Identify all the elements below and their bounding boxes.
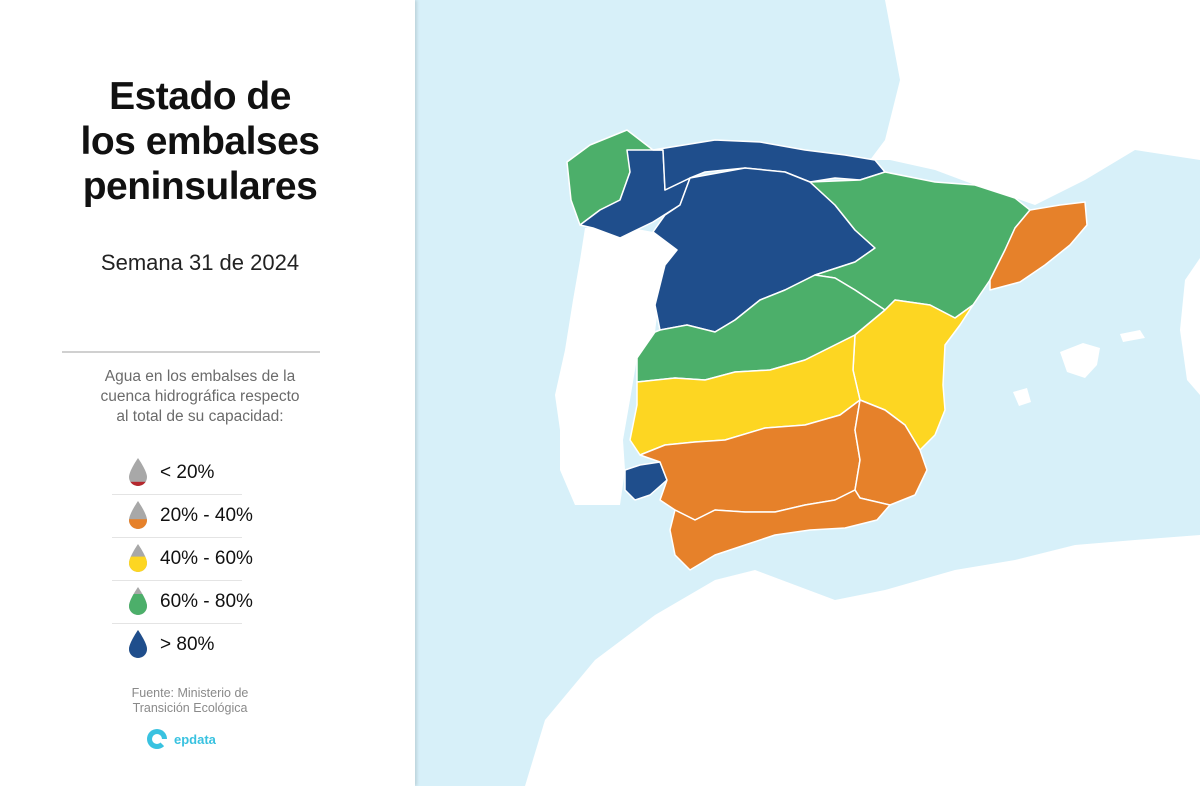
epdata-logo-icon [147, 729, 167, 749]
region-cuenca-mediterranea-andaluza[interactable] [669, 489, 891, 571]
legend-label: 20% - 40% [160, 505, 253, 526]
legend-item: > 80% [112, 624, 242, 666]
region-cantabrico[interactable] [652, 139, 886, 191]
title-line-2: los embalses [80, 120, 320, 163]
legend-description-line: al total de su capacidad: [116, 408, 284, 425]
legend: < 20% 20% - 40% 40% - 60% 60% - 80% > 80% [112, 452, 253, 666]
source-line: Fuente: Ministerio de [131, 686, 249, 700]
region-cuencas-internas-cataluna[interactable] [989, 201, 1088, 291]
sardinia-land [1180, 258, 1200, 395]
reservoir-basins [566, 129, 1088, 571]
water-drop-icon [129, 458, 147, 486]
legend-item: < 20% [112, 452, 242, 495]
water-drop-icon [129, 501, 147, 529]
legend-item: 60% - 80% [112, 581, 253, 624]
page-title: Estado de los embalses peninsulares [0, 74, 400, 209]
legend-label: < 20% [160, 462, 215, 483]
source-note: Fuente: Ministerio de Transición Ecológi… [60, 686, 320, 716]
water-drop-icon [129, 630, 147, 658]
water-drop-icon [129, 544, 147, 572]
ibiza-land [1013, 388, 1031, 406]
water-drop-icon [129, 587, 147, 615]
divider [62, 351, 320, 353]
page-subtitle: Semana 31 de 2024 [100, 250, 300, 275]
legend-item: 40% - 60% [112, 538, 253, 581]
brand-logo: epdata [146, 728, 216, 752]
portugal-land [555, 225, 677, 505]
legend-label: 60% - 80% [160, 591, 253, 612]
region-segura[interactable] [854, 399, 928, 506]
source-line: Transición Ecológica [132, 701, 248, 715]
legend-description-line: cuenca hidrográfica respecto [100, 388, 300, 405]
france-land [870, 0, 1200, 205]
title-line-3: peninsulares [82, 165, 318, 208]
legend-description: Agua en los embalses de la cuenca hidrog… [60, 367, 340, 427]
map [415, 0, 1200, 786]
brand-name: epdata [174, 732, 216, 747]
title-line-1: Estado de [109, 75, 291, 118]
sidebar-panel: Estado de los embalses peninsulares Sema… [0, 0, 415, 786]
legend-description-line: Agua en los embalses de la [104, 368, 296, 385]
legend-label: > 80% [160, 634, 215, 655]
region-tinto-odiel-piedras[interactable] [624, 461, 668, 501]
menorca-land [1120, 330, 1145, 342]
mallorca-land [1060, 343, 1100, 378]
africa-land [525, 535, 1200, 786]
legend-label: 40% - 60% [160, 548, 253, 569]
legend-item: 20% - 40% [112, 495, 253, 538]
